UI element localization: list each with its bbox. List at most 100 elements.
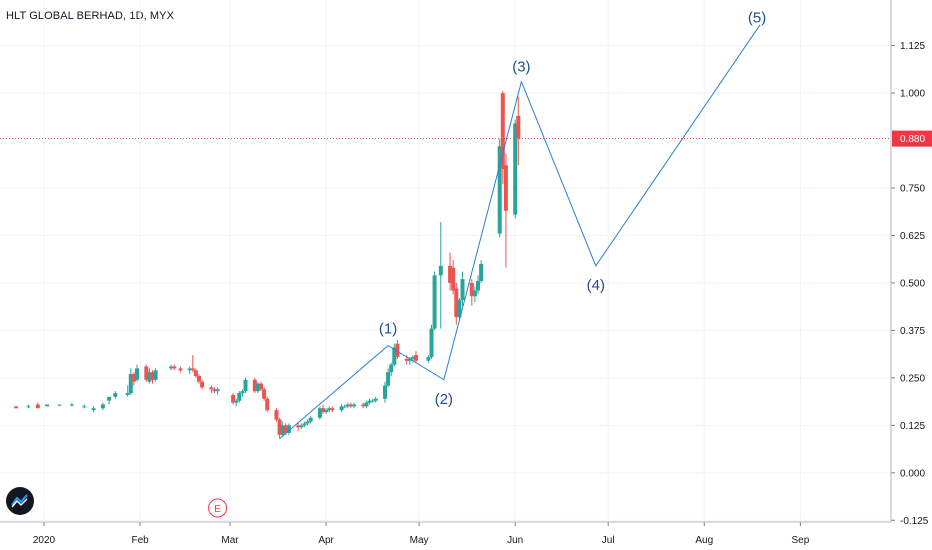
candles-layer [14, 91, 521, 439]
candle [277, 417, 282, 439]
candle-body [479, 263, 484, 282]
y-tick-label: 0.375 [900, 326, 925, 337]
candle [426, 355, 431, 363]
candle [302, 421, 307, 428]
candle [472, 286, 477, 302]
candle [299, 423, 304, 430]
candle [451, 260, 456, 295]
candle-body [100, 404, 105, 409]
candle-body [457, 300, 462, 318]
candle [367, 398, 372, 405]
candle [125, 385, 130, 397]
candle [255, 381, 260, 394]
chart-title: HLT GLOBAL BERHAD, 1D, MYX [6, 10, 175, 22]
candle-body [410, 356, 415, 359]
candle [178, 366, 183, 373]
candle [476, 275, 480, 295]
candle-body [200, 381, 205, 388]
x-tick-label: Aug [695, 535, 713, 546]
tradingview-logo-icon[interactable] [6, 487, 34, 515]
x-tick-label: Mar [221, 535, 239, 546]
candle [373, 396, 378, 403]
candle [352, 402, 356, 409]
candle-body [451, 267, 456, 291]
candle-body [187, 368, 192, 371]
candle [432, 271, 437, 331]
x-tick-label: Sep [792, 535, 810, 546]
candle-body [14, 406, 19, 409]
earnings-marker[interactable] [208, 498, 228, 518]
candle [308, 415, 313, 424]
candle [500, 91, 505, 185]
candle-body [107, 396, 112, 401]
candle [262, 387, 267, 401]
x-tick-label: 2020 [33, 535, 56, 546]
candle-body [503, 165, 508, 211]
candle [45, 404, 50, 407]
y-tick-label: 1.125 [900, 41, 925, 52]
candle [234, 398, 239, 407]
candle [438, 222, 443, 329]
candle [107, 396, 112, 405]
candle-body [361, 404, 366, 407]
candle-body [460, 279, 465, 301]
candle-body [513, 123, 518, 215]
wave-label: (2) [435, 391, 453, 408]
candle [429, 324, 434, 359]
candle-body [389, 364, 394, 373]
candle-body [404, 358, 409, 361]
candle-body [234, 400, 239, 403]
candle [35, 402, 40, 409]
candle-body [373, 398, 378, 401]
candle-body [454, 288, 459, 318]
y-tick-label: 0.250 [900, 373, 925, 384]
candle-body [113, 393, 118, 397]
candle [414, 351, 418, 363]
candle-body [215, 389, 220, 392]
elliott-wave-line[interactable] [279, 24, 761, 440]
candle-body [274, 410, 279, 420]
candle [91, 406, 96, 413]
candle [361, 402, 366, 409]
candle [243, 377, 248, 394]
candle-body [516, 115, 521, 139]
candle [457, 298, 462, 320]
candle [345, 402, 350, 409]
candle-body [240, 391, 245, 394]
candle-body [321, 408, 325, 413]
candle [231, 393, 236, 405]
candle [153, 368, 158, 382]
candle [147, 368, 152, 384]
candle-body [472, 290, 477, 297]
candle-body [252, 379, 257, 392]
candle-body [383, 385, 387, 399]
candle [448, 252, 453, 291]
candle-body [280, 425, 285, 435]
candle [410, 355, 415, 363]
candle-body [414, 355, 418, 361]
candle-body [364, 402, 369, 407]
candle [516, 96, 521, 166]
candle-body [128, 374, 133, 394]
candle [321, 404, 325, 414]
candle-body [26, 406, 31, 408]
candle [209, 385, 214, 394]
candle [324, 408, 329, 414]
candle [392, 343, 397, 367]
candle [286, 423, 291, 435]
y-tick-label: -0.125 [900, 516, 929, 527]
candle-body [395, 343, 400, 357]
candle [172, 364, 177, 371]
x-tick-label: Feb [131, 535, 149, 546]
candle [215, 387, 220, 395]
candle [237, 391, 242, 403]
candle [200, 379, 205, 390]
candle-body [259, 383, 263, 390]
candle [389, 362, 394, 376]
current-price-label: 0.880 [900, 134, 925, 145]
candle [274, 408, 279, 422]
candle [330, 406, 335, 413]
